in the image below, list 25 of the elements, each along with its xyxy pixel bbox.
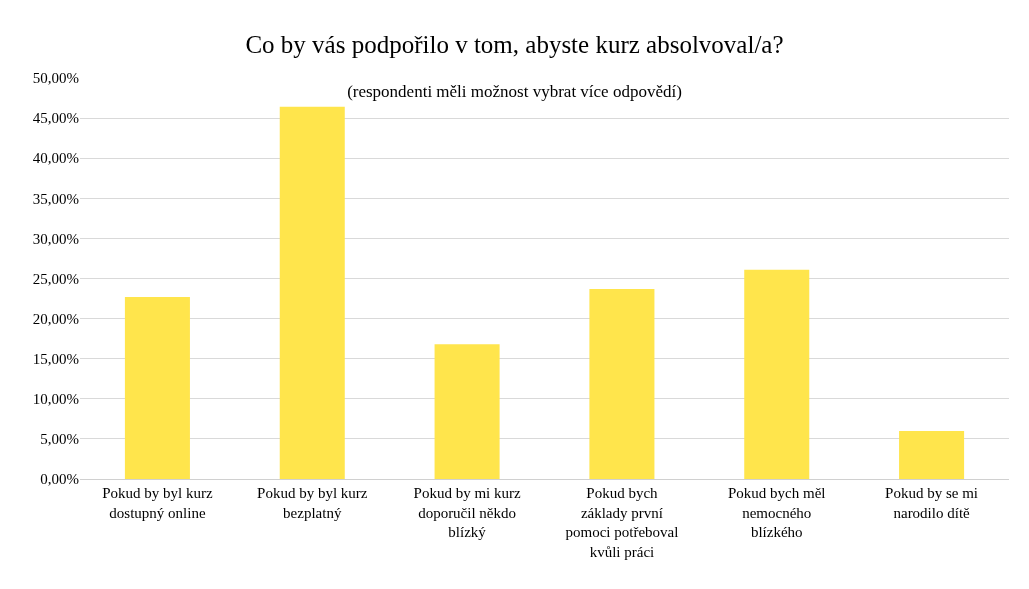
bar xyxy=(744,269,810,479)
y-tick-label: 35,00% xyxy=(32,190,79,207)
x-tick-label: Pokud bych měl nemocného blízkého xyxy=(728,485,826,540)
x-tick-label: Pokud by se mi narodilo dítě xyxy=(885,485,979,521)
bar xyxy=(899,430,965,479)
x-tick-label: Pokud by mi kurz doporučil někdo blízký xyxy=(413,485,521,540)
y-tick-label: 40,00% xyxy=(32,150,79,167)
bar xyxy=(124,296,190,479)
x-tick-label: Pokud by byl kurz bezplatný xyxy=(257,485,368,521)
x-tick-label: Pokud bych základy první pomoci potřeboval kvůli práci xyxy=(565,485,679,560)
y-tick-label: 30,00% xyxy=(32,230,79,247)
y-tick-label: 50,00% xyxy=(32,70,79,87)
x-tick-label: Pokud by byl kurz dostupný online xyxy=(102,485,213,521)
chart-title: Co by vás podpořilo v tom, abyste kurz absolvoval/a? xyxy=(245,30,784,58)
y-tick-label: 0,00% xyxy=(40,471,79,488)
chart-subtitle: (respondenti měli možnost vybrat více odpovědí) xyxy=(347,81,682,101)
bar xyxy=(434,344,500,479)
bar xyxy=(589,288,655,479)
y-tick-label: 45,00% xyxy=(32,110,79,127)
y-tick-label: 20,00% xyxy=(32,310,79,327)
y-tick-label: 15,00% xyxy=(32,350,79,367)
y-tick-label: 25,00% xyxy=(32,270,79,287)
y-tick-label: 10,00% xyxy=(32,391,79,408)
bar xyxy=(279,106,345,479)
y-tick-label: 5,00% xyxy=(40,431,79,448)
